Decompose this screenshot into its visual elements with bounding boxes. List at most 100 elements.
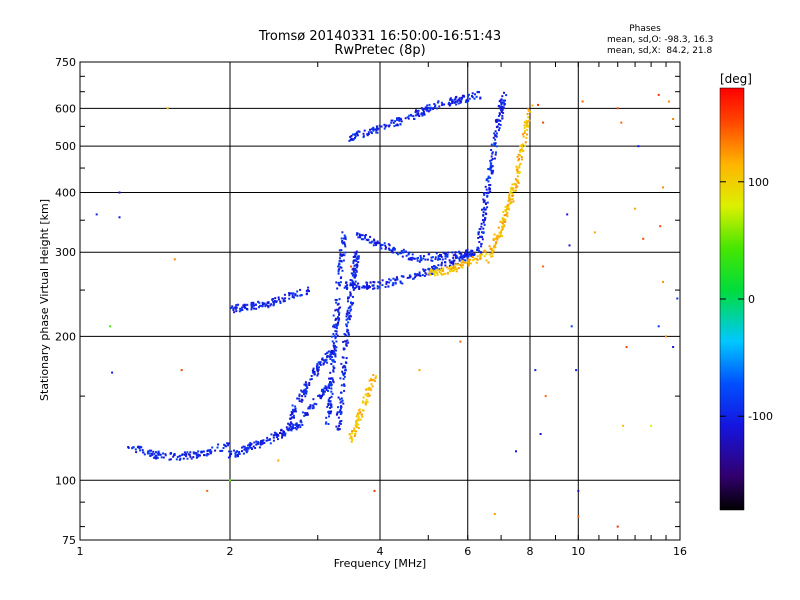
point-noise [542, 121, 545, 124]
point-o [452, 263, 455, 266]
point-o [492, 169, 495, 172]
point-o [367, 287, 369, 290]
point-o [315, 403, 318, 406]
point-x [471, 259, 474, 262]
point-x [365, 402, 368, 405]
point-o [210, 450, 213, 453]
point-o [318, 366, 320, 369]
point-o [169, 458, 172, 461]
point-o [407, 117, 410, 120]
point-o [241, 446, 243, 449]
point-o [431, 272, 434, 275]
point-o [233, 311, 236, 314]
point-o [402, 275, 405, 278]
point-x [501, 227, 504, 230]
point-o [135, 451, 138, 454]
point-o [479, 251, 482, 254]
point-o [409, 275, 412, 278]
point-o [312, 406, 315, 409]
point-o [301, 424, 304, 426]
point-o [318, 394, 321, 397]
point-o [495, 145, 498, 148]
point-o [287, 422, 290, 425]
point-o [358, 233, 361, 236]
point-o [327, 398, 330, 401]
point-o [362, 238, 365, 241]
point-o [384, 247, 387, 250]
point-o [287, 429, 290, 432]
point-o [432, 107, 435, 109]
point-o [467, 255, 470, 258]
point-o [349, 136, 352, 138]
point-o [294, 427, 297, 429]
x-tick-label: 4 [377, 545, 384, 558]
plot-frame [79, 61, 681, 541]
point-o [300, 400, 303, 403]
point-o [499, 99, 502, 102]
point-x [441, 270, 444, 272]
point-o [310, 378, 313, 380]
point-o [304, 395, 307, 398]
point-o [178, 458, 181, 461]
point-o [455, 103, 458, 106]
point-o [355, 250, 358, 253]
point-o [376, 287, 379, 290]
point-o [323, 390, 326, 393]
point-o [254, 303, 257, 306]
point-x [434, 270, 436, 272]
point-o [458, 97, 461, 100]
point-o [366, 133, 369, 136]
point-x [452, 267, 455, 269]
point-x [515, 186, 517, 189]
point-o [236, 450, 238, 453]
point-o [143, 453, 146, 456]
point-o [306, 413, 309, 416]
point-o [304, 414, 307, 416]
point-o [476, 90, 479, 93]
point-o [226, 442, 229, 445]
point-o [337, 310, 340, 313]
point-o [487, 175, 490, 178]
point-o [336, 287, 339, 290]
point-o [291, 426, 294, 429]
point-o [422, 107, 425, 110]
point-o [454, 251, 457, 254]
point-o [417, 112, 420, 115]
point-x [499, 220, 502, 223]
point-o [293, 410, 296, 413]
point-o [258, 446, 261, 449]
point-o [316, 367, 318, 370]
point-o [456, 256, 459, 259]
point-o [348, 312, 351, 315]
point-o [347, 341, 350, 344]
point-o [324, 385, 327, 388]
point-o [343, 348, 346, 350]
point-o [347, 297, 349, 300]
y-tick-label: 200 [55, 330, 76, 343]
point-x [471, 256, 474, 258]
point-o [335, 330, 338, 333]
point-o [480, 245, 483, 248]
point-x [517, 159, 520, 162]
point-x [526, 122, 529, 125]
point-o [242, 452, 245, 455]
point-o [142, 451, 145, 454]
point-o [275, 432, 277, 435]
point-o [352, 284, 354, 287]
point-o [495, 132, 498, 135]
point-x [433, 272, 436, 275]
point-o [199, 454, 201, 457]
point-o [269, 304, 272, 307]
point-o [357, 130, 360, 133]
point-o [338, 422, 341, 425]
point-o [350, 137, 353, 140]
point-o [234, 307, 237, 310]
point-o [449, 261, 452, 264]
point-o [482, 214, 485, 217]
point-x [366, 393, 369, 396]
point-x [455, 270, 458, 273]
point-o [356, 263, 359, 266]
point-x [364, 393, 367, 396]
point-o [337, 428, 340, 431]
point-o [214, 449, 217, 452]
